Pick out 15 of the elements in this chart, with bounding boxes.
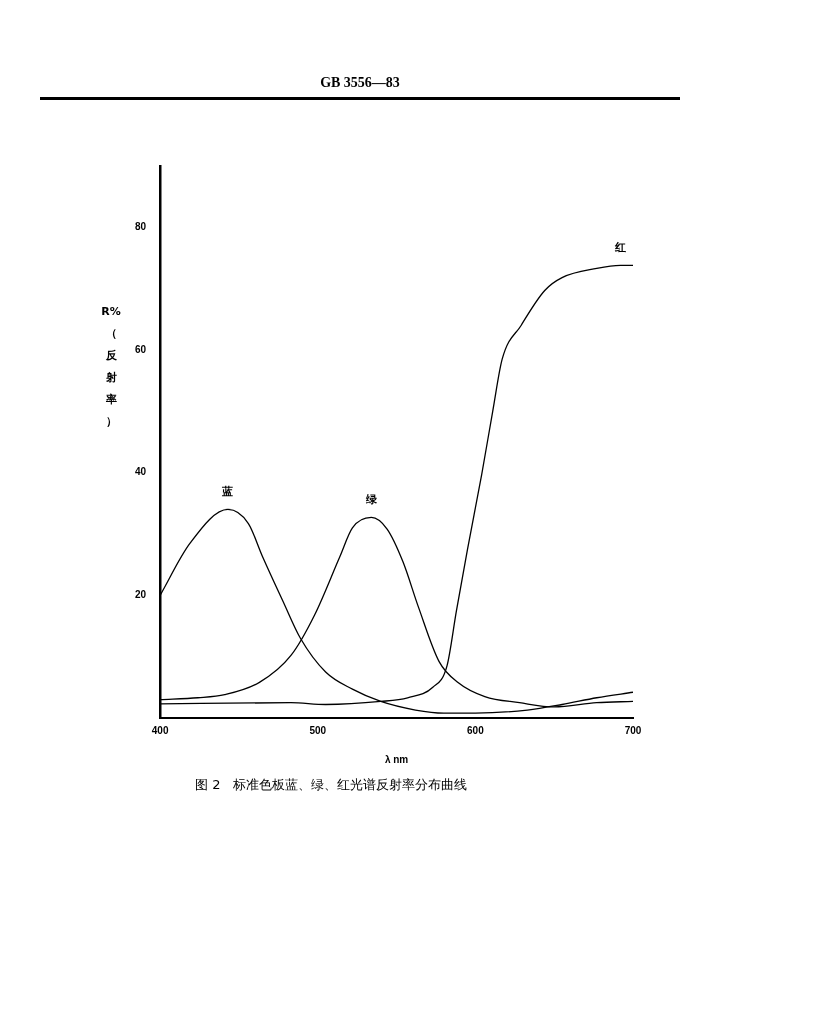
x-tick-label: 700	[624, 724, 642, 736]
y-tick-label: 20	[135, 589, 147, 601]
series-label: 蓝	[221, 485, 234, 499]
x-tick-label: 600	[467, 724, 485, 736]
caption: 图 2 标准色板蓝、绿、红光谱反射率分布曲线	[195, 776, 468, 794]
x-axis-title: λ nm	[384, 753, 409, 765]
x-tick-label: 500	[309, 724, 327, 736]
y-tick-label: 80	[135, 221, 147, 233]
x-tick-label: 400	[151, 724, 169, 736]
y-axis-title: R%（反射率）	[101, 305, 121, 429]
y-tick-label: 40	[135, 466, 147, 478]
series-label: 红	[613, 241, 626, 255]
y-tick-label: 60	[135, 343, 147, 355]
series-label: 绿	[364, 493, 378, 507]
chart-title: GB 3556—83	[319, 75, 401, 91]
